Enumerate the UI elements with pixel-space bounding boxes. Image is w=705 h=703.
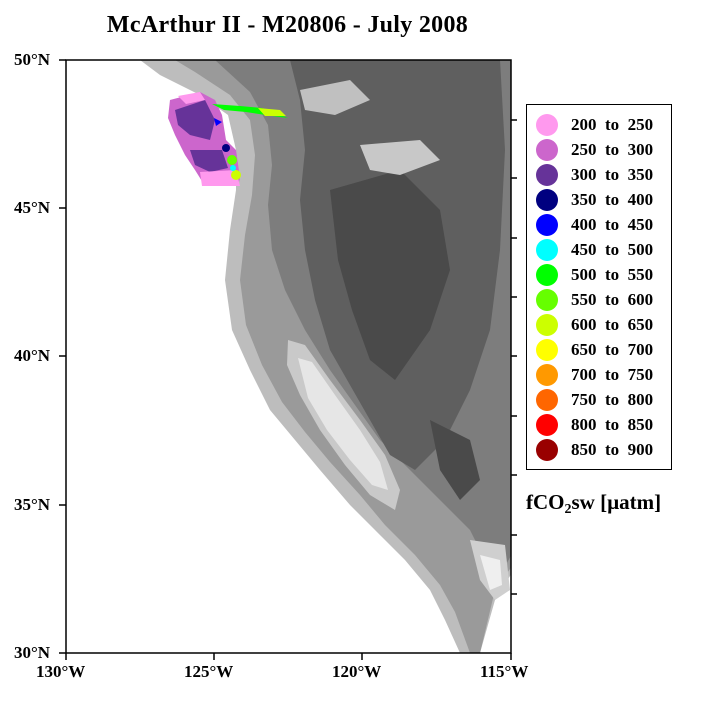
legend-swatch [536,139,558,161]
units-main: fCO [526,490,565,514]
legend-label: 500 to 550 [571,265,654,284]
cruise-track [168,92,288,186]
legend-label: 450 to 500 [571,240,654,259]
legend-label: 400 to 450 [571,215,654,234]
y-tick-label: 30°N [14,643,51,662]
legend-label: 850 to 900 [571,440,654,459]
legend-swatch [536,389,558,411]
legend-item: 650 to 700 [536,339,653,361]
legend-swatch [536,414,558,436]
legend-swatch [536,339,558,361]
legend-label: 600 to 650 [571,315,654,334]
legend-item: 800 to 850 [536,414,653,436]
legend-item: 450 to 500 [536,239,653,261]
legend-label: 550 to 600 [571,290,654,309]
legend-swatch [536,314,558,336]
legend-label: 250 to 300 [571,140,654,159]
legend-label: 200 to 250 [571,115,654,134]
legend-item: 350 to 400 [536,189,653,211]
units-label: fCO2sw [µatm] [526,490,661,518]
legend-item: 550 to 600 [536,289,653,311]
legend-swatch [536,214,558,236]
legend-item: 200 to 250 [536,114,653,136]
legend-item: 700 to 750 [536,364,653,386]
color-legend: 200 to 250 250 to 300 300 to 350 350 to … [526,104,672,470]
y-tick-label: 35°N [14,495,51,514]
legend-swatch [536,264,558,286]
units-rest: sw [µatm] [571,490,662,514]
legend-item: 500 to 550 [536,264,653,286]
y-tick-label: 50°N [14,50,51,69]
x-tick-label: 120°W [332,662,382,681]
legend-label: 750 to 800 [571,390,654,409]
legend-swatch [536,114,558,136]
units-subscript: 2 [564,502,572,517]
legend-item: 850 to 900 [536,439,653,461]
legend-swatch [536,439,558,461]
legend-label: 350 to 400 [571,190,654,209]
legend-swatch [536,289,558,311]
legend-swatch [536,164,558,186]
legend-swatch [536,364,558,386]
land-topography [140,60,511,653]
legend-item: 250 to 300 [536,139,653,161]
axis-ticks [59,59,517,660]
x-tick-label: 125°W [184,662,234,681]
map-title: McArthur II - M20806 - July 2008 [106,12,469,38]
legend-item: 300 to 350 [536,164,653,186]
legend-item: 600 to 650 [536,314,653,336]
y-tick-label: 45°N [14,198,51,217]
legend-label: 700 to 750 [571,365,654,384]
legend-label: 650 to 700 [571,340,654,359]
x-tick-label: 130°W [36,662,86,681]
legend-swatch [536,189,558,211]
legend-item: 400 to 450 [536,214,653,236]
y-tick-label: 40°N [14,346,51,365]
legend-label: 300 to 350 [571,165,654,184]
legend-swatch [536,239,558,261]
x-tick-label: 115°W [480,662,529,681]
legend-label: 800 to 850 [571,415,654,434]
legend-item: 750 to 800 [536,389,653,411]
